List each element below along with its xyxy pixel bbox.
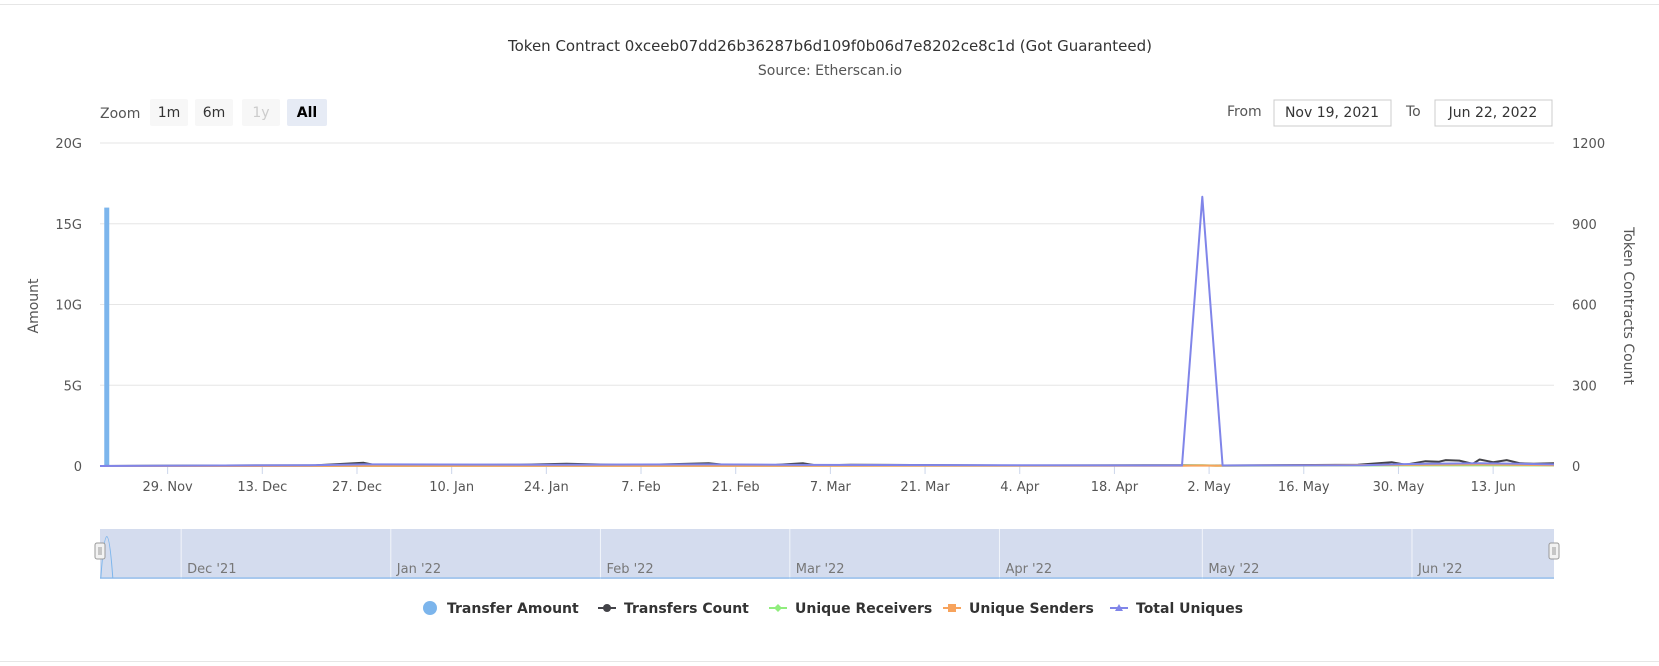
y-left-tick-label: 15G: [55, 218, 82, 233]
legend-label: Transfer Amount: [447, 601, 579, 617]
x-axis-ticks: 29. Nov 13. Dec 27. Dec 10. Jan 24. Jan 7. Fe…: [143, 466, 1516, 495]
from-label: From: [1227, 104, 1262, 120]
navigator-handle-left[interactable]: [94, 542, 106, 560]
legend-symbol-marker: [948, 604, 956, 612]
x-tick-label: 24. Jan: [524, 480, 569, 495]
y-axis-left-title: Amount: [26, 278, 42, 334]
legend-item-transfer-amount[interactable]: Transfer Amount: [423, 601, 579, 617]
x-tick-label: 13. Dec: [237, 480, 287, 495]
legend-symbol-marker: [603, 604, 611, 612]
x-tick-label: 13. Jun: [1471, 480, 1516, 495]
legend-item-unique-senders[interactable]: Unique Senders: [943, 601, 1094, 617]
legend-label: Unique Receivers: [795, 601, 932, 617]
zoom-button-1m[interactable]: 1m: [150, 99, 188, 126]
legend-symbol-marker: [1115, 604, 1123, 611]
x-tick-label: 27. Dec: [332, 480, 382, 495]
x-tick-label: 10. Jan: [429, 480, 474, 495]
legend-label: Transfers Count: [624, 601, 749, 617]
navigator-month-label: Feb '22: [606, 562, 653, 577]
navigator-month-label: Jun '22: [1417, 562, 1463, 577]
legend: Transfer Amount Transfers Count Unique Rec…: [423, 601, 1243, 617]
zoom-label: Zoom: [100, 106, 140, 122]
legend-label: Total Uniques: [1136, 601, 1243, 617]
x-tick-label: 16. May: [1278, 480, 1330, 495]
y-right-tick-label: 1200: [1572, 137, 1605, 152]
y-left-tick-label: 5G: [64, 379, 82, 394]
navigator-handle-right[interactable]: [1548, 542, 1560, 560]
x-tick-label: 4. Apr: [1000, 480, 1040, 495]
bottom-divider: [0, 661, 1659, 662]
navigator-month-label: Mar '22: [796, 562, 845, 577]
legend-item-transfers-count[interactable]: Transfers Count: [598, 601, 749, 617]
legend-label: Unique Senders: [969, 601, 1094, 617]
left-axis-ticks: 0 5G 10G 15G 20G: [55, 137, 82, 475]
navigator[interactable]: Dec '21 Jan '22 Feb '22 Mar '22 Apr '22 May '…: [94, 529, 1560, 579]
chart-title: Token Contract 0xceeb07dd26b36287b6d109f…: [507, 37, 1152, 55]
y-right-tick-label: 900: [1572, 218, 1597, 233]
zoom-button-all[interactable]: All: [287, 99, 327, 126]
top-divider: [0, 4, 1659, 5]
y-axis-right-title: Token Contracts Count: [1620, 226, 1636, 385]
grid: [100, 142, 1554, 467]
right-axis-ticks: 0 300 600 900 1200: [1572, 137, 1605, 475]
legend-symbol-marker: [774, 604, 782, 612]
x-tick-label: 7. Feb: [621, 480, 661, 495]
chart-subtitle: Source: Etherscan.io: [758, 63, 902, 79]
y-right-tick-label: 0: [1572, 460, 1580, 475]
x-tick-label: 2. May: [1187, 480, 1231, 495]
legend-item-total-uniques[interactable]: Total Uniques: [1110, 601, 1243, 617]
to-label: To: [1405, 104, 1421, 120]
y-left-tick-label: 10G: [55, 299, 82, 314]
navigator-month-label: Jan '22: [396, 562, 441, 577]
legend-item-unique-receivers[interactable]: Unique Receivers: [769, 601, 932, 617]
legend-symbol: [423, 601, 437, 615]
zoom-button-1m-label: 1m: [158, 105, 181, 121]
y-right-tick-label: 600: [1572, 299, 1597, 314]
to-date-value: Jun 22, 2022: [1448, 105, 1538, 121]
transfer-amount-bar: [104, 207, 110, 466]
zoom-button-1y-label: 1y: [252, 105, 269, 121]
from-date-value: Nov 19, 2021: [1285, 105, 1379, 121]
navigator-mask[interactable]: [100, 529, 1554, 579]
x-tick-label: 30. May: [1373, 480, 1425, 495]
series-layer: [99, 195, 1555, 467]
x-tick-label: 18. Apr: [1091, 480, 1139, 495]
zoom-button-1y[interactable]: 1y: [242, 99, 280, 126]
zoom-button-all-label: All: [297, 105, 317, 121]
x-tick-label: 29. Nov: [143, 480, 193, 495]
navigator-month-label: Dec '21: [187, 562, 236, 577]
x-tick-label: 21. Feb: [712, 480, 760, 495]
navigator-month-label: Apr '22: [1005, 562, 1052, 577]
to-date-input[interactable]: Jun 22, 2022: [1434, 99, 1553, 127]
x-tick-label: 7. Mar: [810, 480, 852, 495]
zoom-button-6m-label: 6m: [203, 105, 226, 121]
total-uniques-line: [99, 195, 1555, 467]
y-left-tick-label: 0: [74, 460, 82, 475]
x-tick-label: 21. Mar: [900, 480, 950, 495]
y-right-tick-label: 300: [1572, 379, 1597, 394]
from-date-input[interactable]: Nov 19, 2021: [1273, 99, 1392, 127]
y-left-tick-label: 20G: [55, 137, 82, 152]
navigator-series: [100, 536, 1554, 579]
zoom-button-6m[interactable]: 6m: [195, 99, 233, 126]
navigator-month-label: May '22: [1208, 562, 1259, 577]
navigator-grid: Dec '21 Jan '22 Feb '22 Mar '22 Apr '22 May '…: [180, 529, 1463, 579]
